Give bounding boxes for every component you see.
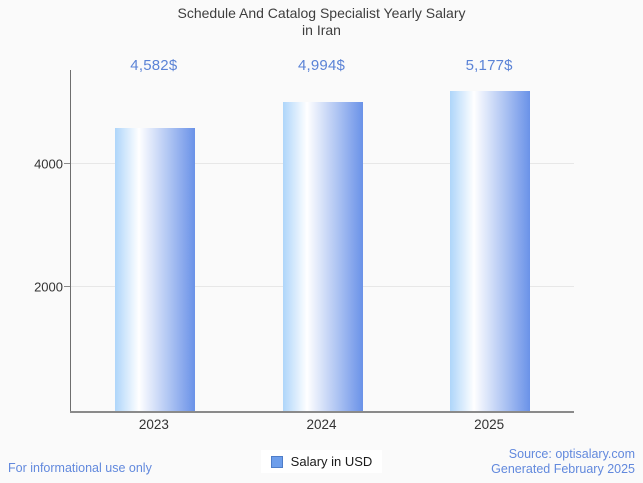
source-line: Source: optisalary.com — [508, 447, 635, 461]
bar-2025 — [450, 90, 531, 411]
legend: Salary in USD — [0, 450, 643, 473]
xlabel-2024: 2024 — [306, 417, 337, 432]
disclaimer-text: For informational use only — [8, 461, 152, 475]
bar-2024 — [282, 102, 363, 411]
bar-value-2025: 5,177$ — [465, 56, 513, 74]
xlabel-2023: 2023 — [138, 417, 169, 432]
bar-value-labels: 4,582$ 4,994$ 5,177$ — [70, 55, 573, 75]
plot-area: 4000 2000 — [34, 70, 574, 413]
legend-box: Salary in USD — [260, 450, 383, 473]
bars — [71, 70, 574, 411]
x-axis-line — [70, 411, 574, 413]
ytick-mark-2000 — [64, 286, 70, 288]
generated-line: Generated February 2025 — [491, 462, 635, 476]
chart-title-line2: in Iran — [302, 22, 341, 38]
bar-value-2023: 4,582$ — [130, 56, 178, 74]
legend-swatch-icon — [270, 455, 283, 468]
legend-label: Salary in USD — [290, 454, 373, 469]
x-axis-labels: 2023 2024 2025 — [70, 417, 573, 432]
xlabel-2025: 2025 — [474, 417, 505, 432]
source-attribution: Source: optisalary.com Generated Februar… — [491, 447, 635, 477]
ytick-mark-4000 — [64, 162, 70, 164]
chart-title-line1: Schedule And Catalog Specialist Yearly S… — [177, 5, 466, 21]
chart-title: Schedule And Catalog Specialist Yearly S… — [0, 5, 643, 39]
ytick-label-2000: 2000 — [34, 279, 63, 295]
ytick-label-4000: 4000 — [34, 156, 63, 172]
bar-value-2024: 4,994$ — [297, 56, 346, 74]
bar-2023 — [114, 127, 195, 411]
